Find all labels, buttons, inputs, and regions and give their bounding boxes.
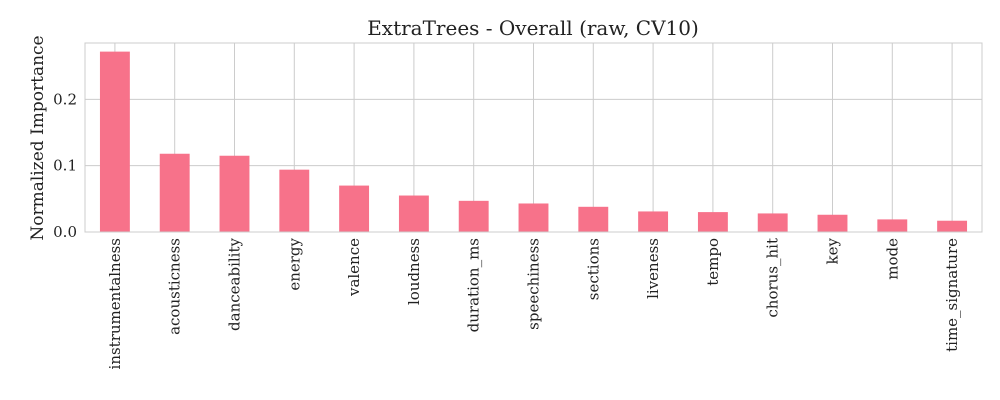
bar-key [817,214,848,232]
x-tick-label-valence: valence [345,238,363,297]
x-tick-label-duration_ms: duration_ms [465,238,483,332]
x-tick-label-sections: sections [584,238,602,300]
bar-tempo [697,212,728,232]
bar-liveness [638,211,669,232]
x-tick-labels: instrumentalness acousticness danceability… [106,237,961,369]
y-tick-labels: 0.0 0.1 0.2 [53,90,77,241]
y-tick-label: 0.2 [53,90,77,108]
plot-frame [84,42,983,233]
y-tick-label: 0.1 [53,157,77,175]
x-tick-label-mode: mode [883,238,901,280]
bar-mode [877,219,908,232]
x-tick-label-key: key [824,237,842,264]
bar-chorus_hit [757,213,788,232]
bar-instrumentalness [99,51,130,233]
x-tick-label-energy: energy [285,237,303,290]
chart-title: ExtraTrees - Overall (raw, CV10) [367,16,699,40]
x-tick-label-speechiness: speechiness [525,238,543,330]
bar-speechiness [518,203,549,232]
x-tick-label-liveness: liveness [644,238,662,299]
x-tick-label-tempo: tempo [704,238,722,286]
bar-time_signature [937,220,968,232]
x-tick-label-instrumentalness: instrumentalness [106,238,124,369]
bar-energy [279,169,310,232]
bar-acousticness [159,153,190,232]
bars [99,51,968,233]
x-tick-label-loudness: loudness [405,238,423,305]
bar-duration_ms [458,200,489,232]
x-tick-label-danceability: danceability [226,237,244,330]
x-tick-label-time_signature: time_signature [943,238,961,352]
bar-valence [339,185,370,232]
x-tick-label-chorus_hit: chorus_hit [764,238,782,318]
bar-sections [578,206,609,232]
y-axis-label: Normalized Importance [28,35,48,240]
y-tick-label: 0.0 [53,223,77,241]
bar-loudness [398,195,429,232]
x-tick-label-acousticness: acousticness [166,238,184,335]
bar-danceability [219,155,250,232]
